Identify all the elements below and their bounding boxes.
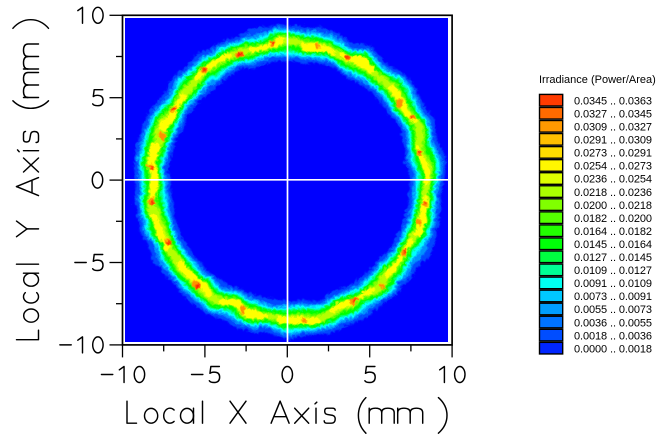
svg-text:0.0073 .. 0.0091: 0.0073 .. 0.0091	[574, 291, 652, 303]
svg-text:0.0145 .. 0.0164: 0.0145 .. 0.0164	[574, 239, 652, 251]
svg-text:0.0036 .. 0.0055: 0.0036 .. 0.0055	[574, 317, 652, 329]
svg-text:0.0345 .. 0.0363: 0.0345 .. 0.0363	[574, 95, 652, 107]
svg-text:0.0309 .. 0.0327: 0.0309 .. 0.0327	[574, 122, 652, 134]
svg-text:0.0218 .. 0.0236: 0.0218 .. 0.0236	[574, 187, 652, 199]
svg-text:0.0182 .. 0.0200: 0.0182 .. 0.0200	[574, 213, 652, 225]
svg-text:0.0091 .. 0.0109: 0.0091 .. 0.0109	[574, 278, 652, 290]
svg-text:0.0109 .. 0.0127: 0.0109 .. 0.0127	[574, 265, 652, 277]
svg-text:Irradiance (Power/Area): Irradiance (Power/Area)	[539, 74, 656, 86]
svg-text:0.0000 .. 0.0018: 0.0000 .. 0.0018	[574, 343, 652, 355]
svg-text:0.0254 .. 0.0273: 0.0254 .. 0.0273	[574, 161, 652, 173]
svg-text:0.0127 .. 0.0145: 0.0127 .. 0.0145	[574, 252, 652, 264]
svg-text:0.0018 .. 0.0036: 0.0018 .. 0.0036	[574, 330, 652, 342]
svg-text:0.0291 .. 0.0309: 0.0291 .. 0.0309	[574, 135, 652, 147]
svg-text:0.0055 .. 0.0073: 0.0055 .. 0.0073	[574, 304, 652, 316]
svg-text:0.0200 .. 0.0218: 0.0200 .. 0.0218	[574, 200, 652, 212]
svg-text:0.0164 .. 0.0182: 0.0164 .. 0.0182	[574, 226, 652, 238]
svg-text:0.0327 .. 0.0345: 0.0327 .. 0.0345	[574, 108, 652, 120]
svg-text:0.0236 .. 0.0254: 0.0236 .. 0.0254	[574, 174, 652, 186]
svg-text:0.0273 .. 0.0291: 0.0273 .. 0.0291	[574, 148, 652, 160]
